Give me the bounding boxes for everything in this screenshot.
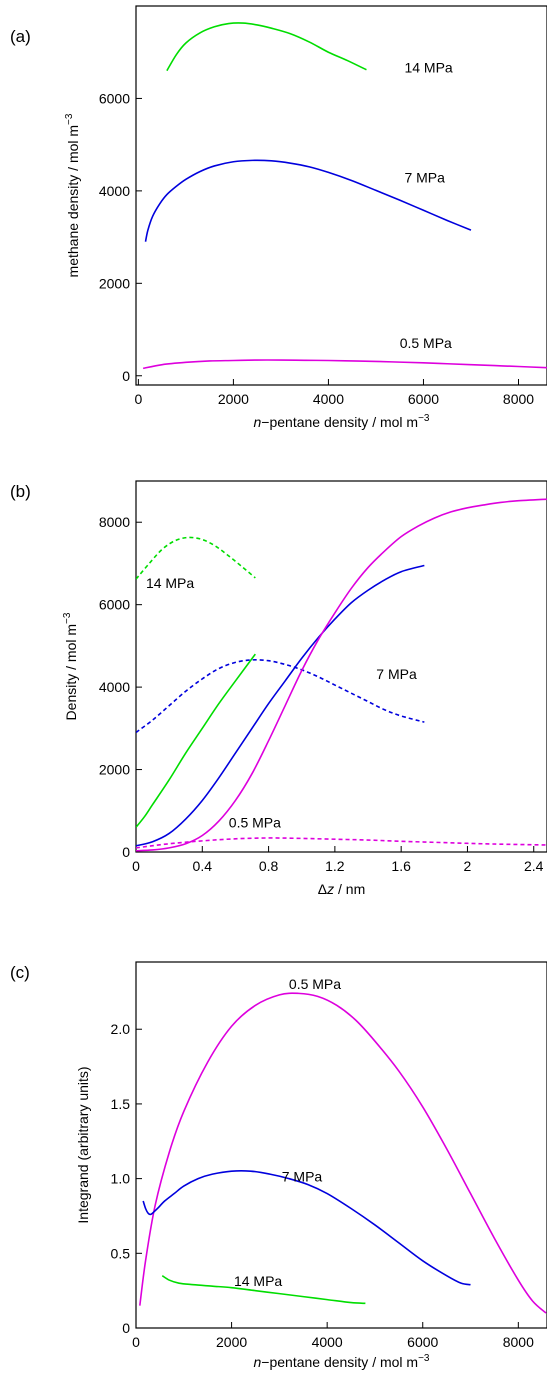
- y-tick-label: 0: [122, 844, 130, 860]
- series-line-7-mpa-dashed: [136, 659, 425, 734]
- x-axis-label-main: / nm: [334, 881, 365, 897]
- x-tick-label: 1.2: [325, 858, 345, 874]
- x-tick-label: 1.6: [391, 858, 411, 874]
- y-tick-label: 8000: [99, 514, 130, 530]
- y-tick-label: 0: [122, 368, 130, 384]
- x-tick-label: 8000: [503, 391, 534, 407]
- series-label: 0.5 MPa: [289, 976, 341, 992]
- x-tick-label: 6000: [407, 1334, 438, 1350]
- x-tick-label: 2.4: [524, 858, 544, 874]
- plot-frame: [135, 961, 547, 1329]
- y-tick-label: 0: [122, 1320, 130, 1336]
- series-line-14-mpa-dashed: [136, 536, 256, 580]
- x-tick-label: 8000: [503, 1334, 534, 1350]
- y-axis-label-sup: −3: [64, 113, 75, 125]
- series-label: 0.5 MPa: [229, 814, 281, 830]
- series-line-0-5-mpa-dashed: [136, 837, 547, 849]
- x-axis-label-var: z: [326, 881, 334, 897]
- x-tick-label: 0: [132, 1334, 140, 1350]
- series-label: 7 MPa: [376, 666, 417, 682]
- x-axis-label-main: −pentane density / mol m: [261, 414, 418, 430]
- x-tick-label: 0.8: [259, 858, 279, 874]
- series-line-14-mpa: [166, 22, 367, 72]
- series-line-14-mpa: [161, 1275, 366, 1305]
- y-tick-label: 2000: [99, 275, 130, 291]
- panel-letter: (c): [10, 963, 30, 982]
- y-axis-label-main: Density / mol m: [63, 624, 79, 720]
- y-tick-label: 4000: [99, 679, 130, 695]
- y-axis-label: methane density / mol m−3: [64, 113, 81, 277]
- x-tick-label: 6000: [408, 391, 439, 407]
- x-tick-label: 2: [464, 858, 472, 874]
- series-line-0-5-mpa: [136, 498, 547, 852]
- y-tick-label: 1.5: [111, 1096, 131, 1112]
- chart-panel-c: (c) 0 2000 4000 6000 8000 0 0.5 1.0 1.5 2.0 n−penta…: [10, 961, 547, 1370]
- y-tick-label: 1.0: [111, 1171, 131, 1187]
- plot-frame: [135, 480, 547, 853]
- x-axis-label: Δz / nm: [318, 881, 365, 897]
- x-tick-label: 4000: [313, 391, 344, 407]
- y-tick-label: 4000: [99, 183, 130, 199]
- x-tick-label: 0.4: [193, 858, 213, 874]
- panel-letter: (b): [10, 482, 31, 501]
- x-tick-label: 2000: [216, 1334, 247, 1350]
- series-line-7-mpa: [142, 1169, 471, 1286]
- y-tick-label: 6000: [99, 597, 130, 613]
- plot-frame: [135, 5, 547, 386]
- series-label: 14 MPa: [234, 1273, 282, 1289]
- y-tick-label: 0.5: [111, 1245, 131, 1261]
- series-line-7-mpa: [136, 564, 425, 847]
- x-tick-label: 0: [134, 391, 142, 407]
- y-tick-label: 2000: [99, 762, 130, 778]
- x-axis-label-prefix: n: [253, 414, 261, 430]
- series-label: 14 MPa: [146, 575, 194, 591]
- x-axis-label: n−pentane density / mol m−3: [253, 1353, 429, 1370]
- series-label: 14 MPa: [404, 60, 452, 76]
- x-axis-label: n−pentane density / mol m−3: [253, 413, 429, 430]
- series-line-0-5-mpa: [139, 992, 547, 1314]
- y-axis-label-main: methane density / mol m: [65, 125, 81, 278]
- y-tick-label: 6000: [99, 90, 130, 106]
- series-line-0-5-mpa: [142, 359, 547, 370]
- x-tick-label: 0: [132, 858, 140, 874]
- x-axis-label-prefix: n: [253, 1354, 261, 1370]
- y-axis-label-sup: −3: [62, 612, 73, 624]
- x-tick-label: 2000: [218, 391, 249, 407]
- x-tick-label: 4000: [312, 1334, 343, 1350]
- series-line-14-mpa: [136, 653, 256, 828]
- series-label: 0.5 MPa: [400, 335, 452, 351]
- y-axis-label: Density / mol m−3: [62, 612, 79, 720]
- y-axis-label: Integrand (arbitrary units): [75, 1066, 91, 1223]
- x-axis-label-prefix: Δ: [318, 881, 327, 897]
- panel-letter: (a): [10, 27, 31, 46]
- chart-panel-a: (a) 0 2000 4000 6000 8000 0 2000 4000 6000 n−penta…: [10, 5, 547, 430]
- x-axis-label-sup: −3: [418, 413, 430, 424]
- x-axis-label-sup: −3: [418, 1353, 430, 1364]
- series-line-7-mpa: [144, 159, 472, 242]
- series-label: 7 MPa: [282, 1169, 323, 1185]
- y-axis-label-main: Integrand (arbitrary units): [75, 1066, 91, 1223]
- y-tick-label: 2.0: [111, 1021, 131, 1037]
- series-label: 7 MPa: [404, 170, 445, 186]
- x-axis-label-main: −pentane density / mol m: [261, 1354, 418, 1370]
- chart-panel-b: (b) 0 0.4 0.8 1.2 1.6 2 2.4 0 2000 4000 6000 8000 Δz …: [10, 480, 547, 897]
